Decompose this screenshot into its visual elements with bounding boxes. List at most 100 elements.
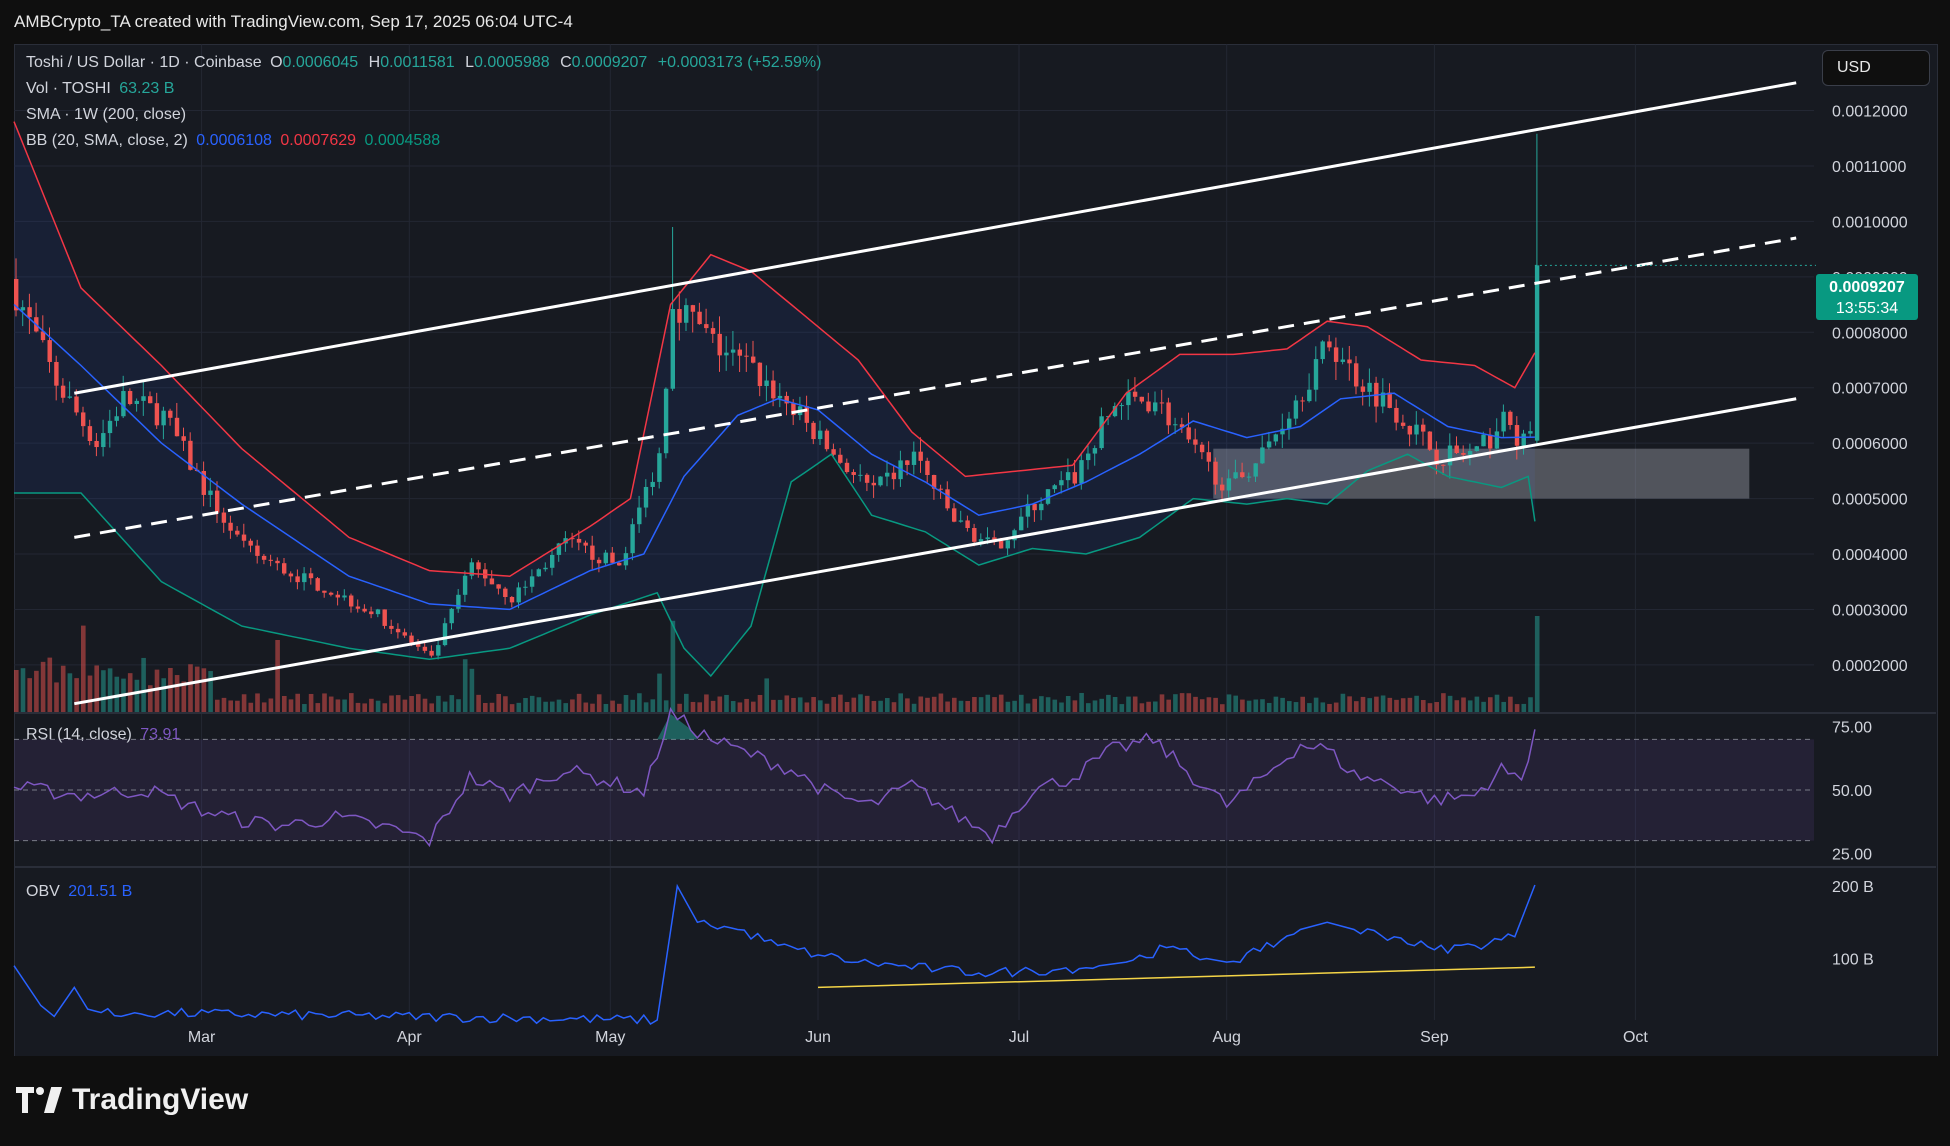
candle-body (864, 474, 870, 483)
candle-body (1387, 392, 1392, 408)
rsi-axis-label: 75.00 (1832, 720, 1872, 737)
candle-body (1179, 424, 1185, 428)
volume-bar (1246, 700, 1252, 712)
volume-bar (764, 678, 769, 712)
volume-legend: Vol · TOSHI 63.23 B (26, 80, 174, 98)
volume-bar (1307, 703, 1312, 712)
candle-body (952, 508, 957, 522)
candle-body (201, 470, 206, 495)
volume-bar (851, 697, 857, 712)
volume-bar (630, 699, 635, 712)
candle-body (1300, 400, 1305, 402)
candle-body (1534, 265, 1540, 441)
candle-body (891, 472, 897, 480)
candle-body (1421, 424, 1426, 432)
volume-bar (1099, 698, 1104, 712)
volume-bar (34, 670, 39, 712)
candle-body (208, 490, 213, 495)
volume-bar (1514, 704, 1520, 712)
volume-bar (1179, 693, 1185, 712)
volume-bar (1434, 702, 1439, 712)
volume-bar (878, 700, 883, 712)
candle-body (1260, 447, 1265, 464)
candle-body (818, 430, 823, 440)
candle-body (1206, 452, 1211, 462)
candle-body (1427, 431, 1433, 450)
candle-body (94, 440, 99, 448)
candle-body (684, 305, 689, 323)
candle-body (704, 324, 709, 329)
candle-body (972, 528, 977, 542)
volume-bar (583, 702, 589, 712)
price-axis-label: 0.0012000 (1832, 104, 1908, 121)
volume-bar (677, 703, 682, 712)
chart-caption: AMBCrypto_TA created with TradingView.co… (14, 12, 573, 31)
candle-body (107, 420, 113, 434)
volume-bar (1501, 701, 1506, 712)
volume-bar (1079, 692, 1084, 712)
volume-bar (94, 665, 99, 712)
volume-bar (590, 703, 595, 712)
volume-bar (1112, 697, 1118, 712)
volume-bar (777, 699, 783, 712)
volume-bar (1481, 701, 1486, 712)
candle-body (221, 512, 227, 523)
vol-value: 63.23 B (119, 80, 175, 97)
candle-body (1233, 472, 1238, 479)
candle-body (355, 606, 361, 609)
volume-bar (369, 698, 374, 712)
volume-bar (898, 693, 903, 712)
candle-body (436, 645, 441, 656)
volume-bar (1387, 697, 1393, 712)
candle-body (831, 449, 836, 455)
candle-body (215, 490, 220, 513)
volume-bar (282, 695, 287, 712)
candle-body (315, 578, 320, 591)
volume-bar (1360, 696, 1366, 712)
candle-body (127, 391, 133, 405)
volume-bar (965, 700, 970, 712)
candle-body (744, 355, 749, 357)
volume-bar (938, 693, 944, 712)
chart-panel[interactable] (14, 44, 1938, 1058)
volume-bar (1146, 701, 1151, 712)
candle-body (54, 361, 59, 386)
candle-body (462, 575, 468, 595)
candle-body (1441, 464, 1446, 466)
volume-bar (1394, 699, 1399, 712)
volume-bar (1280, 697, 1285, 712)
price-axis-label: 0.0010000 (1832, 214, 1908, 231)
candle-body (724, 352, 729, 356)
candle-body (87, 426, 93, 441)
close-value: 0.0009207 (571, 54, 648, 71)
rsi-axis-label: 25.00 (1832, 846, 1872, 863)
volume-bar (751, 701, 756, 712)
volume-bar (690, 701, 696, 712)
volume-bar (1400, 698, 1406, 712)
candle-body (81, 412, 86, 427)
volume-bar (148, 685, 153, 712)
volume-bar (824, 703, 830, 712)
volume-bar (1126, 696, 1131, 712)
volume-bar (831, 697, 836, 712)
candle-body (134, 400, 139, 405)
volume-bar (1354, 701, 1359, 712)
volume-bar (1414, 695, 1419, 712)
candle-body (1132, 391, 1138, 397)
volume-bar (925, 697, 930, 712)
candle-body (27, 307, 32, 318)
volume-bar (60, 665, 66, 712)
volume-bar (483, 702, 488, 712)
rsi-label: RSI (14, close) (26, 726, 132, 743)
candle-body (710, 328, 716, 334)
candle-body (1199, 444, 1205, 453)
volume-bar (556, 699, 562, 712)
volume-bar (1461, 697, 1466, 712)
volume-bar (1220, 704, 1225, 712)
candle-body (308, 573, 314, 579)
currency-button[interactable]: USD (1822, 50, 1930, 86)
time-axis-label: May (595, 1029, 625, 1046)
volume-bar (1380, 695, 1386, 712)
obv-value: 201.51 B (68, 883, 133, 900)
